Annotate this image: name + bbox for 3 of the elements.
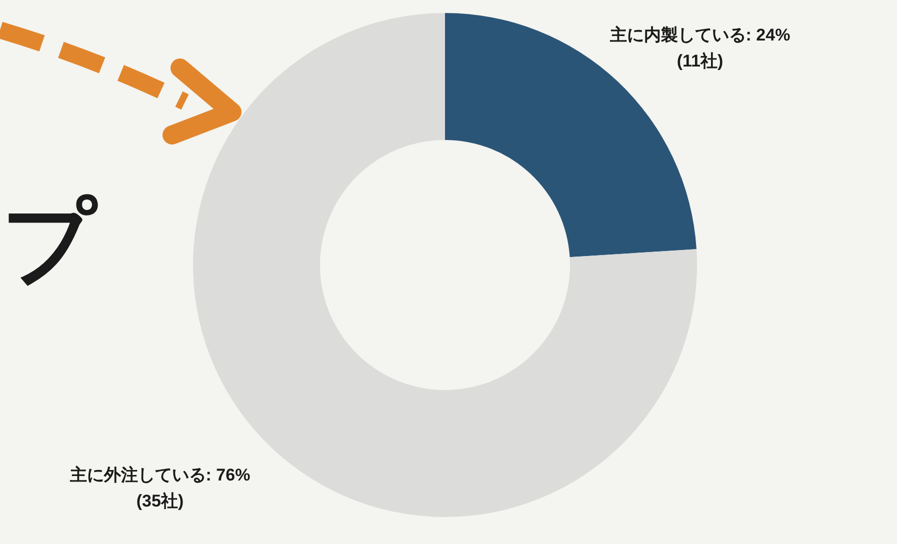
text: プ: [2, 188, 96, 295]
slice-label: 主に外注している: 76% (35社): [68, 466, 250, 510]
slice-label: 主に内製している: 24% (11社): [608, 26, 790, 70]
